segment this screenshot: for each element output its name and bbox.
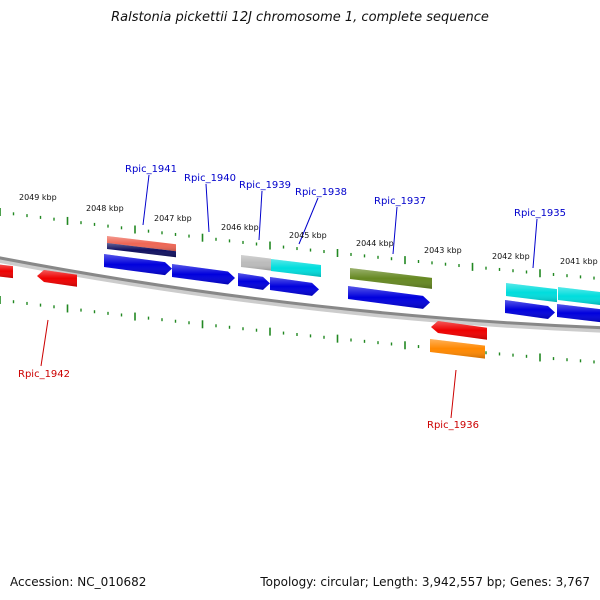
chromosome-backbone: [0, 256, 600, 330]
cds-rpic-1942-shade: [37, 270, 77, 287]
scale-label-2046: 2046 kbp: [221, 223, 259, 232]
feature-rpic-1938-cyan-shade: [271, 259, 321, 277]
cds-rpic-1938-shade: [270, 277, 319, 296]
leader-rpic-1941: [142, 174, 150, 226]
leader-rpic-1937: [392, 206, 398, 255]
feature-rpic-1941-salmon-shade: [107, 236, 176, 252]
gene-label-rpic-1942[interactable]: Rpic_1942: [18, 369, 70, 380]
scale-label-2048: 2048 kbp: [86, 204, 124, 213]
gene-label-rpic-1936[interactable]: Rpic_1936: [427, 420, 479, 431]
map-title: Ralstonia pickettii 12J chromosome 1, co…: [111, 10, 489, 25]
cds-rpic-1940-shade: [172, 264, 235, 285]
gene-label-rpic-1938[interactable]: Rpic_1938: [295, 187, 347, 198]
feature-rpic-1943-partial-shade: [0, 264, 13, 279]
gene-label-rpic-1939[interactable]: Rpic_1939: [239, 180, 291, 191]
feature-rpic-1939-gray-shade: [241, 255, 271, 271]
feature-rpic-1937-olive-shade: [350, 268, 432, 289]
cds-rpic-1935-a-shade: [505, 300, 555, 319]
scale-label-2042: 2042 kbp: [492, 252, 530, 261]
scale-label-2043: 2043 kbp: [424, 246, 462, 255]
leader-rpic-1936: [450, 369, 457, 419]
cds-rpic-1937-shade: [348, 286, 430, 309]
gene-features: [0, 236, 600, 359]
scale-label-2049: 2049 kbp: [19, 193, 57, 202]
leader-rpic-1940: [205, 183, 210, 233]
feature-rpic-1935-cyan-a-shade: [506, 283, 557, 303]
feature-rpic-1941-navy-shade: [107, 243, 176, 258]
backbone-shadow: [0, 256, 600, 333]
accession-text: Accession: NC_010682: [10, 575, 147, 589]
scale-label-2045: 2045 kbp: [289, 231, 327, 240]
inner-scale-ticks: [0, 296, 595, 364]
label-leader-lines: [40, 174, 538, 419]
genome-summary-text: Topology: circular; Length: 3,942,557 bp…: [260, 575, 590, 589]
cds-rpic-1939-shade: [238, 273, 270, 290]
leader-rpic-1939: [258, 190, 263, 241]
cds-rpic-1935-b-shade: [557, 304, 600, 323]
cds-rpic-1941-shade: [104, 254, 172, 276]
feature-rpic-1936-orange-shade: [430, 339, 485, 359]
gene-label-rpic-1937[interactable]: Rpic_1937: [374, 196, 426, 207]
outer-scale-ticks: [0, 208, 595, 280]
leader-rpic-1942: [40, 319, 49, 367]
scale-label-2047: 2047 kbp: [154, 214, 192, 223]
scale-label-2044: 2044 kbp: [356, 239, 394, 248]
feature-rpic-1935-cyan-b-shade: [558, 287, 600, 306]
gene-label-rpic-1935[interactable]: Rpic_1935: [514, 208, 566, 219]
cds-rpic-1936-shade: [431, 321, 487, 340]
leader-rpic-1935: [532, 218, 538, 269]
gene-label-rpic-1941[interactable]: Rpic_1941: [125, 164, 177, 175]
gene-label-rpic-1940[interactable]: Rpic_1940: [184, 173, 236, 184]
leader-rpic-1938: [298, 197, 319, 245]
scale-label-2041: 2041 kbp: [560, 257, 598, 266]
